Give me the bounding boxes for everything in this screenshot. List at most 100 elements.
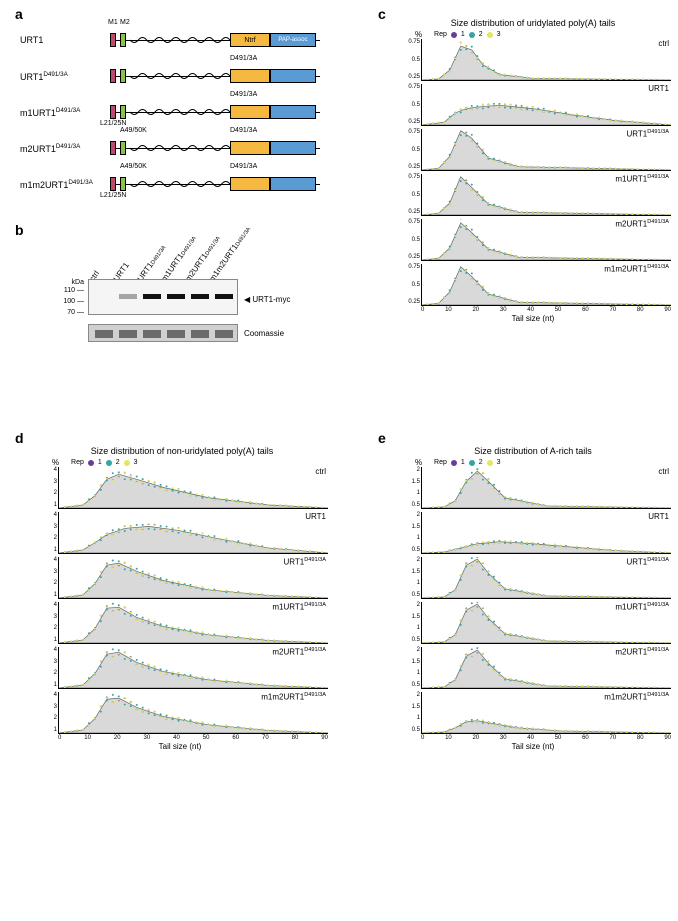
rep-point xyxy=(637,79,639,80)
rep-point xyxy=(521,302,523,304)
area-chart xyxy=(59,467,328,508)
rep-point xyxy=(148,576,150,578)
panel-a: URT1 Ntrf PAP-assoc M1M2 URT1D491/3A xyxy=(20,28,320,208)
rep-point xyxy=(136,614,138,616)
rep-point xyxy=(100,536,102,538)
rep-point xyxy=(493,158,495,160)
rep-point xyxy=(118,560,120,562)
rep-point xyxy=(172,628,174,630)
rep-point xyxy=(609,213,611,215)
rep-point xyxy=(587,686,589,688)
rep-point xyxy=(106,563,108,565)
rep-point xyxy=(593,686,595,688)
rep-point xyxy=(598,213,600,215)
rep-point xyxy=(267,730,269,732)
rep-point xyxy=(460,624,462,626)
rep-point xyxy=(537,544,539,546)
rep-point xyxy=(201,587,203,589)
rep-point xyxy=(166,579,168,581)
rep-point xyxy=(653,732,655,733)
rep-point xyxy=(476,145,478,147)
y-tick: 1 xyxy=(396,670,420,676)
rep-point xyxy=(476,560,478,562)
rep-point xyxy=(465,48,467,50)
y-axis: 0.750.50.25 xyxy=(396,129,420,170)
coomassie-row: Coomassie xyxy=(40,324,300,342)
coomassie-image xyxy=(88,324,238,342)
subplot-label: m2URT1D491/3A xyxy=(615,647,669,657)
rep-point xyxy=(59,507,60,508)
rep-point xyxy=(130,615,132,617)
rep-point xyxy=(166,582,168,584)
rep-point xyxy=(526,211,528,213)
rep-point xyxy=(118,475,120,477)
rep-point xyxy=(59,687,60,688)
rep-point xyxy=(482,289,484,291)
rep-point xyxy=(581,302,583,304)
rep-point xyxy=(327,507,328,508)
panel-label-d: d xyxy=(15,430,24,446)
rep-point xyxy=(548,505,550,507)
rep-point xyxy=(154,575,156,577)
rep-point xyxy=(172,718,174,720)
rep-point xyxy=(642,507,644,508)
rep-point xyxy=(112,648,114,650)
y-tick: 2 xyxy=(396,512,420,518)
rep-point xyxy=(471,472,473,474)
rep-point xyxy=(321,642,323,643)
rep-point xyxy=(554,640,556,642)
ntrf-domain: Ntrf xyxy=(230,33,270,47)
rep-point xyxy=(438,78,440,80)
legend-dot-icon xyxy=(487,32,493,38)
rep-point xyxy=(670,732,671,733)
ntrf-domain xyxy=(230,141,270,155)
rep-point xyxy=(443,506,445,508)
rep-point xyxy=(297,505,299,507)
y-axis: 21.510.5 xyxy=(396,467,420,508)
rep-point xyxy=(587,258,589,260)
rep-point xyxy=(498,161,500,163)
rep-point xyxy=(112,559,114,561)
rep-point xyxy=(648,551,650,553)
construct-track: D491/3A A49/50K xyxy=(110,136,320,160)
construct-name: URT1 xyxy=(20,35,110,45)
rep-point xyxy=(476,605,478,607)
rep-point xyxy=(565,730,567,732)
y-tick: 1 xyxy=(396,535,420,541)
m2-mut-label: A49/50K xyxy=(120,163,147,170)
rep-point xyxy=(100,666,102,668)
rep-point xyxy=(471,602,473,604)
rep-point xyxy=(118,528,120,530)
rep-point xyxy=(510,299,512,301)
rep-point xyxy=(581,730,583,732)
rep-point xyxy=(142,482,144,484)
rep-point xyxy=(576,113,578,115)
rep-point xyxy=(615,258,617,260)
rep-point xyxy=(154,624,156,626)
panel-b: ctrlURT1URT1D491/3Am1URT1D491/3Am2URT1D4… xyxy=(40,235,300,342)
rep-point xyxy=(201,679,203,681)
rep-point xyxy=(190,629,192,631)
rep-point xyxy=(565,114,567,116)
rep-point xyxy=(449,683,451,685)
rep-point xyxy=(510,633,512,635)
rep-point xyxy=(94,628,96,630)
rep-point xyxy=(422,124,423,125)
rep-point xyxy=(493,294,495,296)
rep-point xyxy=(190,674,192,676)
rep-point xyxy=(504,161,506,163)
rep-point xyxy=(88,500,90,502)
rep-point xyxy=(231,591,233,593)
rep-point xyxy=(148,484,150,486)
rep-point xyxy=(664,259,666,260)
rep-point xyxy=(285,640,287,642)
rep-point xyxy=(565,167,567,169)
rep-point xyxy=(261,729,263,731)
rep-point xyxy=(615,78,617,80)
rep-point xyxy=(565,212,567,214)
rep-point xyxy=(76,594,78,596)
rep-point xyxy=(438,551,440,553)
y-tick: 1 xyxy=(396,625,420,631)
rep-point xyxy=(465,566,467,568)
rep-point xyxy=(449,248,451,250)
